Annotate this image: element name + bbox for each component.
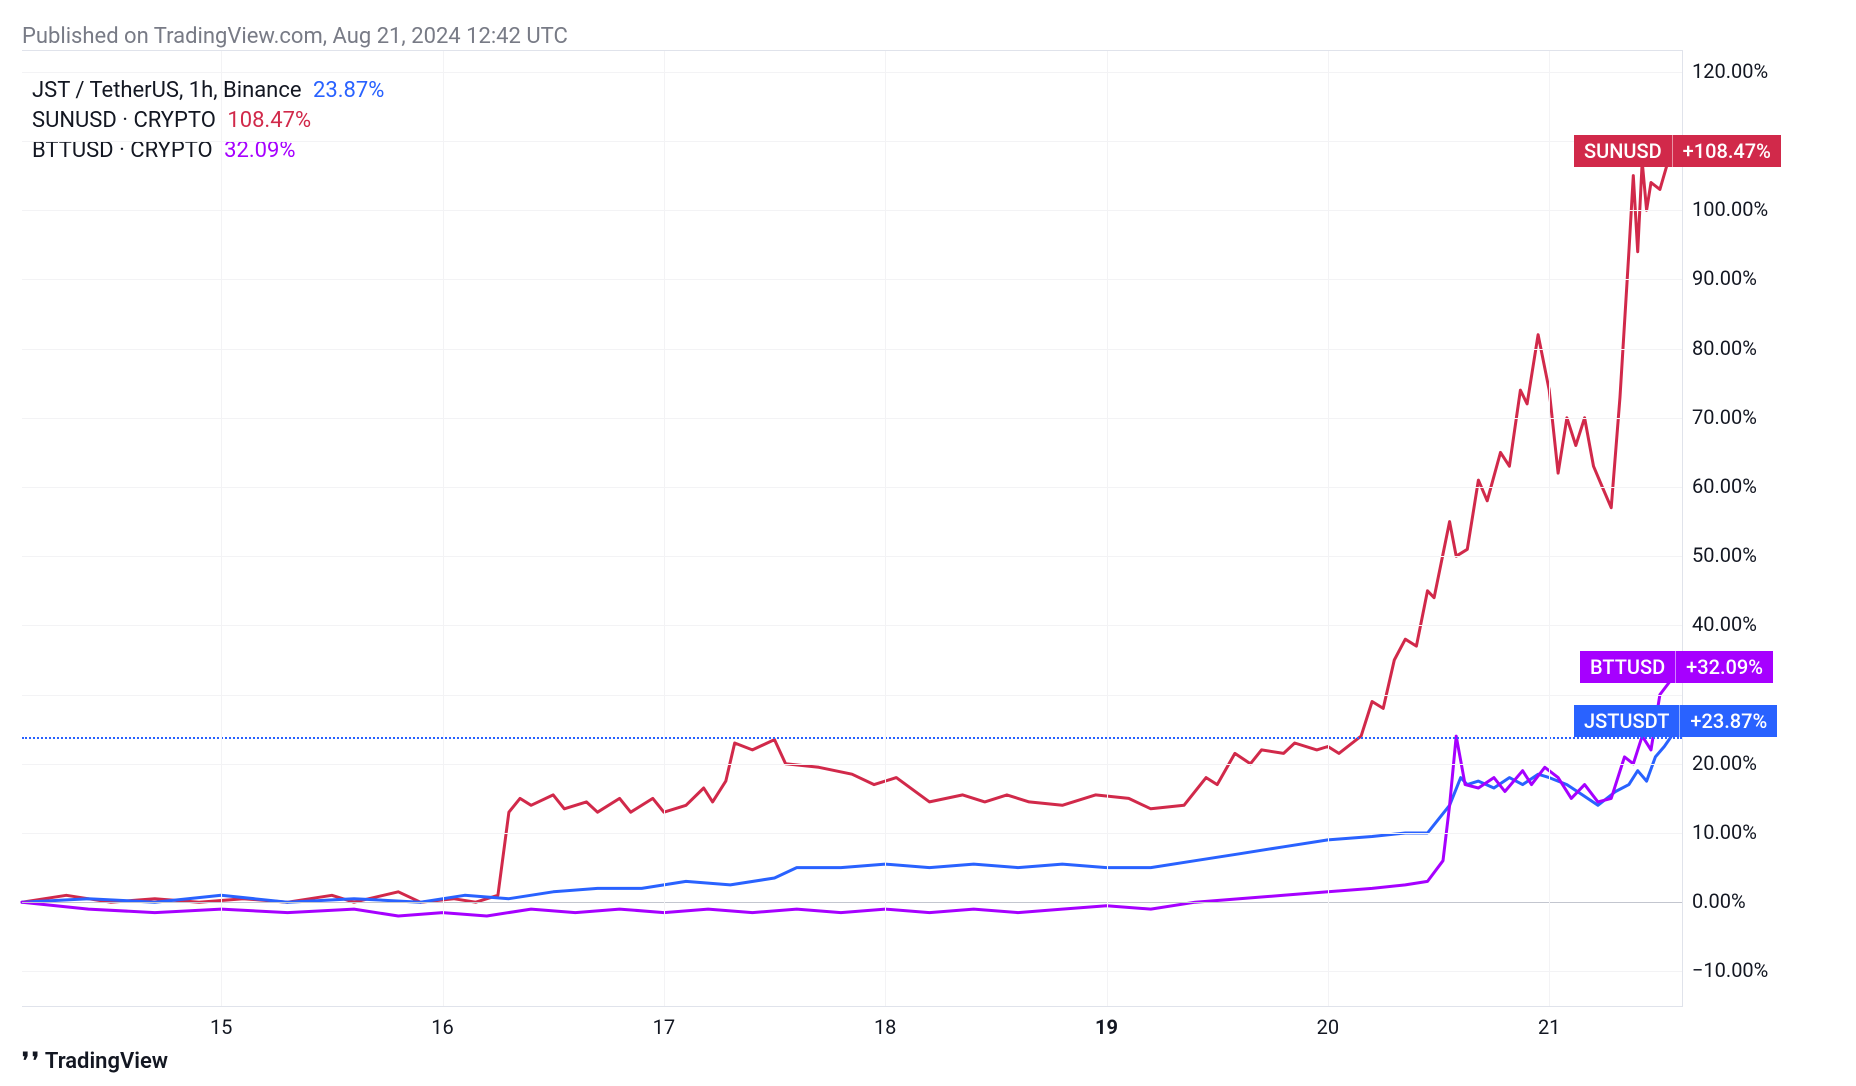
series-line-jstusdt (22, 737, 1671, 902)
badge-symbol: BTTUSD (1580, 651, 1676, 683)
grid-line-horizontal (22, 487, 1682, 488)
tradingview-logo[interactable]: ❜ ❜ TradingView (22, 1049, 168, 1074)
badge-symbol: SUNUSD (1574, 135, 1673, 167)
x-axis-tick-label: 15 (210, 1015, 232, 1039)
x-axis-tick-label: 20 (1317, 1015, 1339, 1039)
price-badge-jstusdt[interactable]: JSTUSDT+23.87% (1574, 705, 1777, 737)
series-line-bttusd (22, 680, 1671, 916)
y-axis-tick-label: 0.00% (1692, 889, 1746, 913)
badge-value: +108.47% (1673, 135, 1781, 167)
series-line-sunusd (22, 152, 1671, 903)
price-badge-sunusd[interactable]: SUNUSD+108.47% (1574, 135, 1781, 167)
badge-value: +32.09% (1676, 651, 1773, 683)
y-axis-tick-label: 70.00% (1692, 405, 1757, 429)
grid-line-horizontal (22, 833, 1682, 834)
badge-symbol: JSTUSDT (1574, 705, 1680, 737)
logo-mark: ❜ ❜ (22, 1049, 39, 1074)
y-axis-tick-label: −10.00% (1692, 958, 1768, 982)
y-axis-tick-label: 120.00% (1692, 59, 1768, 83)
grid-line-horizontal (22, 971, 1682, 972)
grid-line-horizontal (22, 418, 1682, 419)
price-badge-bttusd[interactable]: BTTUSD+32.09% (1580, 651, 1773, 683)
x-axis-tick-label: 19 (1095, 1015, 1118, 1039)
y-axis-tick-label: 60.00% (1692, 474, 1757, 498)
x-axis-tick-label: 18 (874, 1015, 896, 1039)
grid-line-horizontal (22, 279, 1682, 280)
grid-line-horizontal (22, 764, 1682, 765)
published-caption: Published on TradingView.com, Aug 21, 20… (22, 24, 568, 49)
badge-value: +23.87% (1680, 705, 1777, 737)
current-price-line (22, 737, 1682, 739)
grid-line-horizontal (22, 349, 1682, 350)
grid-line-vertical (885, 51, 886, 1006)
chart-plot-area[interactable] (22, 50, 1683, 1007)
chart-root: Published on TradingView.com, Aug 21, 20… (0, 0, 1856, 1086)
y-axis-tick-label: 40.00% (1692, 612, 1757, 636)
grid-line-horizontal (22, 141, 1682, 142)
grid-line-vertical (221, 51, 222, 1006)
grid-line-vertical (1328, 51, 1329, 1006)
x-axis-tick-label: 17 (653, 1015, 675, 1039)
grid-line-vertical (664, 51, 665, 1006)
zero-line (22, 902, 1682, 903)
x-axis-tick-label: 16 (431, 1015, 453, 1039)
chart-svg (22, 51, 1682, 1006)
grid-line-horizontal (22, 625, 1682, 626)
y-axis-tick-label: 80.00% (1692, 336, 1757, 360)
grid-line-horizontal (22, 210, 1682, 211)
y-axis-tick-label: 100.00% (1692, 197, 1768, 221)
grid-line-horizontal (22, 556, 1682, 557)
grid-line-vertical (443, 51, 444, 1006)
y-axis-tick-label: 20.00% (1692, 751, 1757, 775)
y-axis-tick-label: 10.00% (1692, 820, 1757, 844)
grid-line-horizontal (22, 695, 1682, 696)
y-axis-tick-label: 50.00% (1692, 543, 1757, 567)
grid-line-vertical (1107, 51, 1108, 1006)
x-axis-tick-label: 21 (1538, 1015, 1560, 1039)
y-axis-tick-label: 90.00% (1692, 266, 1757, 290)
logo-text: TradingView (45, 1049, 168, 1074)
grid-line-vertical (1549, 51, 1550, 1006)
grid-line-horizontal (22, 72, 1682, 73)
